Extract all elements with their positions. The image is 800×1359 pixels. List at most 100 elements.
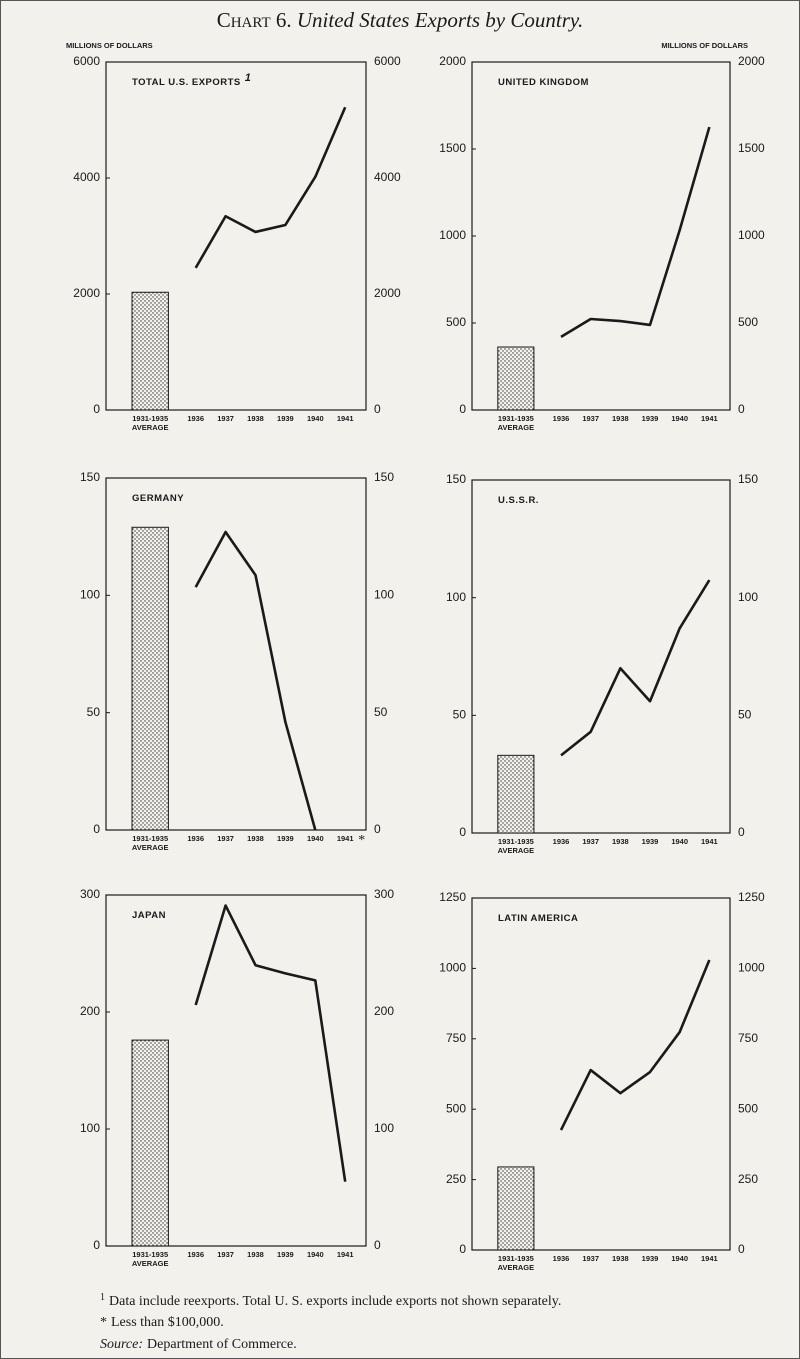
title-prefix: Chart 6.	[217, 8, 292, 32]
y2-tick-label: 0	[738, 1242, 745, 1256]
footnote-mark: *	[100, 1315, 107, 1330]
x-tick-label: 1936	[187, 414, 204, 423]
panel-title-text: JAPAN	[132, 910, 166, 921]
y2-tick-label: 0	[374, 822, 381, 836]
panel-title-text: GERMANY	[132, 493, 184, 504]
y-tick-label: 150	[80, 470, 100, 484]
y-tick-label: 100	[446, 590, 466, 604]
source-text: Department of Commerce.	[147, 1337, 297, 1352]
x-tick-label: 1938	[612, 1254, 629, 1263]
title-note: 1	[245, 72, 252, 84]
bar	[131, 526, 169, 831]
x-tick-label: 1931-1935	[132, 1250, 168, 1259]
x-tick-label: 1940	[307, 1250, 324, 1259]
x-tick-note: AVERAGE	[498, 1263, 535, 1272]
line	[559, 959, 711, 1131]
panel-title-text: UNITED KINGDOM	[498, 77, 589, 88]
y-tick-label: 1250	[439, 890, 466, 904]
y-tick-label: 300	[80, 887, 100, 901]
y2-tick-label: 500	[738, 315, 758, 329]
y-axis-label: MILLIONS OF DOLLARS	[661, 41, 748, 50]
y2-tick-label: 150	[374, 470, 394, 484]
x-tick-label: 1936	[187, 1250, 204, 1259]
x-tick-note: AVERAGE	[498, 423, 535, 432]
y2-tick-label: 1500	[738, 141, 765, 155]
x-tick-label: 1937	[582, 1254, 599, 1263]
y-tick-label: 6000	[73, 54, 100, 68]
y-tick-label: 1000	[439, 228, 466, 242]
panel-title: TOTAL U.S. EXPORTS 1	[132, 72, 251, 88]
panel-title-text: U.S.S.R.	[498, 495, 539, 506]
bar	[131, 1039, 169, 1247]
y2-tick-label: 6000	[374, 54, 401, 68]
plot-frame	[471, 897, 731, 1251]
x-tick-label: 1937	[582, 837, 599, 846]
y-tick-label: 50	[453, 708, 467, 722]
x-tick-label: 1939	[277, 414, 294, 423]
x-tick-label: 1937	[217, 414, 234, 423]
annotation: *	[358, 833, 365, 848]
footnote: 1 Data include reexports. Total U. S. exp…	[100, 1292, 561, 1309]
y2-tick-label: 300	[374, 887, 394, 901]
y2-tick-label: 2000	[738, 54, 765, 68]
x-tick-label: 1936	[553, 837, 570, 846]
y-tick-label: 500	[446, 1101, 466, 1115]
line	[560, 126, 711, 339]
y-tick-label: 200	[80, 1004, 100, 1018]
y-axis-label: MILLIONS OF DOLLARS	[66, 41, 153, 50]
x-tick-label: 1941	[337, 414, 354, 423]
x-tick-label: 1936	[553, 414, 570, 423]
y-tick-label: 0	[93, 1238, 100, 1252]
x-tick-label: 1938	[612, 414, 629, 423]
y2-tick-label: 100	[374, 588, 394, 602]
x-tick-label: 1938	[247, 1250, 264, 1259]
y2-tick-label: 2000	[374, 286, 401, 300]
x-tick-label: 1931-1935	[498, 1254, 534, 1263]
y2-tick-label: 150	[738, 472, 758, 486]
title-main: United States Exports by Country.	[297, 8, 583, 32]
x-tick-label: 1937	[217, 834, 234, 843]
y2-tick-label: 4000	[374, 170, 401, 184]
y-tick-label: 150	[446, 472, 466, 486]
y2-tick-label: 1000	[738, 961, 765, 975]
y2-tick-label: 200	[374, 1004, 394, 1018]
x-tick-label: 1938	[612, 837, 629, 846]
bar	[131, 291, 169, 411]
panel-title-text: TOTAL U.S. EXPORTS	[132, 77, 241, 88]
y-tick-label: 1000	[439, 961, 466, 975]
line	[194, 530, 317, 831]
panel-title: GERMANY	[132, 493, 184, 504]
footnote: * Less than $100,000.	[100, 1315, 224, 1330]
y2-tick-label: 750	[738, 1031, 758, 1045]
bar	[497, 346, 535, 411]
y-tick-label: 100	[80, 588, 100, 602]
x-tick-label: 1939	[277, 1250, 294, 1259]
footnote-text: Data include reexports. Total U. S. expo…	[109, 1294, 561, 1309]
x-tick-note: AVERAGE	[132, 423, 169, 432]
plot-frame	[471, 479, 731, 834]
y-tick-label: 0	[459, 402, 466, 416]
x-tick-label: 1931-1935	[132, 414, 168, 423]
x-tick-label: 1940	[671, 1254, 688, 1263]
y-tick-label: 2000	[73, 286, 100, 300]
panel-title: JAPAN	[132, 910, 166, 921]
y-tick-label: 100	[80, 1121, 100, 1135]
x-tick-label: 1931-1935	[132, 834, 168, 843]
panel-title: U.S.S.R.	[498, 495, 539, 506]
x-tick-label: 1940	[307, 834, 324, 843]
x-tick-note: AVERAGE	[132, 843, 169, 852]
y-tick-label: 0	[93, 822, 100, 836]
y2-tick-label: 100	[374, 1121, 394, 1135]
x-tick-label: 1941	[701, 1254, 718, 1263]
x-tick-label: 1941	[337, 1250, 354, 1259]
x-tick-label: 1939	[277, 834, 294, 843]
y2-tick-label: 250	[738, 1172, 758, 1186]
y-tick-label: 0	[459, 1242, 466, 1256]
x-tick-note: AVERAGE	[498, 846, 535, 855]
x-tick-label: 1940	[671, 414, 688, 423]
plot-frame	[105, 894, 367, 1247]
x-tick-label: 1936	[187, 834, 204, 843]
y2-tick-label: 0	[374, 1238, 381, 1252]
y-tick-label: 1500	[439, 141, 466, 155]
